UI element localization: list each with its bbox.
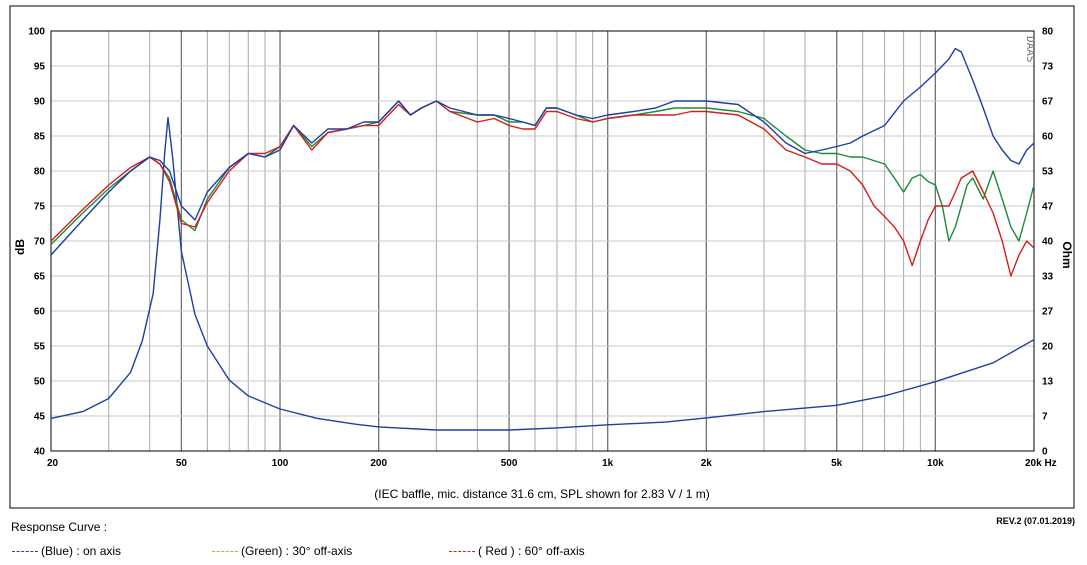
x-tick-label: 200 bbox=[370, 458, 387, 469]
legend-item-blue: (Blue) : on axis bbox=[12, 544, 121, 558]
y2-tick-label: 80 bbox=[1042, 27, 1054, 38]
x-tick-label: 100 bbox=[272, 458, 289, 469]
y-tick-label: 80 bbox=[34, 167, 46, 178]
chart-frame bbox=[9, 5, 1075, 509]
series-line-impedance bbox=[50, 116, 1035, 431]
y-axis-title: dB bbox=[13, 239, 27, 255]
y-tick-label: 85 bbox=[34, 132, 46, 143]
y-tick-label: 100 bbox=[28, 27, 45, 38]
left-axis-ticks: 100 95 90 85 80 75 70 65 60 55 50 45 40 bbox=[28, 27, 45, 458]
x-tick-label: 1k bbox=[602, 458, 614, 469]
y-tick-label: 95 bbox=[34, 62, 46, 73]
series-group bbox=[50, 47, 1035, 431]
legend-dash-green bbox=[212, 551, 238, 553]
y-tick-label: 60 bbox=[34, 307, 46, 318]
y-tick-label: 90 bbox=[34, 97, 46, 108]
y-tick-label: 65 bbox=[34, 272, 46, 283]
grid bbox=[51, 31, 1034, 451]
y2-tick-label: 20 bbox=[1042, 342, 1054, 353]
legend-text-red: ( Red ) : 60° off-axis bbox=[478, 544, 585, 558]
y2-tick-label: 47 bbox=[1042, 202, 1054, 213]
legend-dash-blue bbox=[12, 551, 38, 553]
x-tick-label: 10k bbox=[927, 458, 944, 469]
y2-tick-label: 60 bbox=[1042, 132, 1054, 143]
y2-axis-title: Ohm bbox=[1060, 241, 1074, 268]
legend-area: Response Curve : REV.2 (07.01.2019) (Blu… bbox=[0, 512, 1087, 565]
y2-tick-label: 7 bbox=[1042, 412, 1048, 423]
y-tick-label: 40 bbox=[34, 447, 46, 458]
y2-tick-label: 73 bbox=[1042, 62, 1054, 73]
x-axis-ticks: 20 50 100 200 500 1k 2k 5k 10k 20k Hz bbox=[47, 458, 1057, 469]
chart-caption: (IEC baffle, mic. distance 31.6 cm, SPL … bbox=[374, 487, 709, 501]
y-tick-label: 70 bbox=[34, 237, 46, 248]
x-tick-label: 20 bbox=[47, 458, 59, 469]
x-tick-label: 5k bbox=[831, 458, 843, 469]
legend-item-green: (Green) : 30° off-axis bbox=[212, 544, 352, 558]
x-tick-label: 2k bbox=[701, 458, 713, 469]
y2-tick-label: 40 bbox=[1042, 237, 1054, 248]
y2-tick-label: 33 bbox=[1042, 272, 1054, 283]
y2-tick-label: 0 bbox=[1042, 447, 1048, 458]
x-tick-label: 20k Hz bbox=[1025, 458, 1057, 469]
y2-tick-label: 27 bbox=[1042, 307, 1054, 318]
legend-title: Response Curve : bbox=[11, 520, 108, 534]
y-tick-label: 50 bbox=[34, 377, 46, 388]
brand-watermark: DAAS bbox=[1024, 36, 1037, 63]
legend-text-blue: (Blue) : on axis bbox=[41, 544, 122, 558]
legend-dash-red bbox=[449, 551, 475, 553]
y2-tick-label: 67 bbox=[1042, 97, 1054, 108]
revision-label: REV.2 (07.01.2019) bbox=[996, 516, 1075, 526]
x-tick-label: 50 bbox=[176, 458, 188, 469]
y-tick-label: 75 bbox=[34, 202, 46, 213]
y2-tick-label: 13 bbox=[1042, 377, 1054, 388]
y-tick-label: 45 bbox=[34, 412, 46, 423]
legend-item-red: ( Red ) : 60° off-axis bbox=[449, 544, 585, 558]
y-tick-label: 55 bbox=[34, 342, 46, 353]
y2-tick-label: 53 bbox=[1042, 167, 1054, 178]
series-line-on-axis bbox=[50, 47, 1035, 256]
right-axis-ticks: 80 73 67 60 53 47 40 33 27 20 13 7 0 bbox=[1042, 27, 1054, 458]
x-tick-label: 500 bbox=[501, 458, 518, 469]
legend-text-green: (Green) : 30° off-axis bbox=[241, 544, 353, 558]
